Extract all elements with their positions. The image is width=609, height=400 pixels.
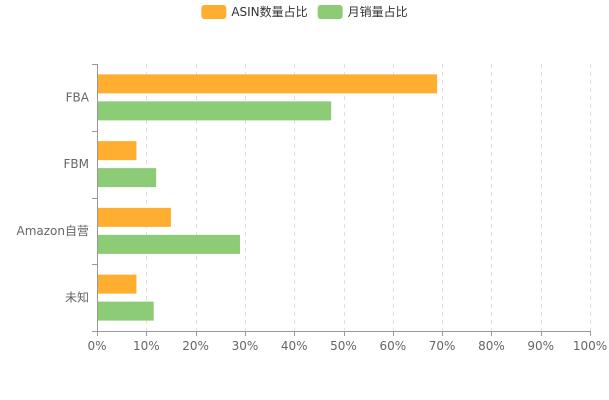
y-tick-label: FBA <box>66 90 90 104</box>
bar <box>98 141 137 161</box>
y-tick-label: FBM <box>64 157 90 171</box>
x-tick-label: 60% <box>379 339 406 353</box>
x-tick-label: 50% <box>330 339 357 353</box>
bar <box>98 168 157 188</box>
legend-label: 月销量占比 <box>348 4 408 19</box>
x-tick-label: 30% <box>232 339 259 353</box>
legend-item: ASIN数量占比 <box>201 4 308 19</box>
axes <box>92 64 591 336</box>
x-tick-label: 40% <box>281 339 308 353</box>
x-tick-label: 100% <box>573 339 607 353</box>
bars <box>98 74 438 321</box>
x-axis-labels: 0% 10% 20% 30% 40% 50% 60% 70% 80% 90% 100% <box>87 339 607 353</box>
x-tick-label: 0% <box>87 339 106 353</box>
x-tick-label: 10% <box>133 339 160 353</box>
bar <box>98 301 154 321</box>
legend: ASIN数量占比 月销量占比 <box>201 4 408 19</box>
bar <box>98 274 137 294</box>
x-tick-label: 90% <box>527 339 554 353</box>
bar <box>98 74 438 94</box>
x-tick-label: 80% <box>478 339 505 353</box>
bar <box>98 207 171 227</box>
x-tick-label: 20% <box>182 339 209 353</box>
legend-label: ASIN数量占比 <box>231 4 307 19</box>
legend-item: 月销量占比 <box>317 4 408 19</box>
legend-swatch <box>201 5 227 19</box>
y-tick-label: Amazon自营 <box>17 224 90 238</box>
bar <box>98 234 240 254</box>
bar <box>98 101 332 121</box>
x-tick-label: 70% <box>429 339 456 353</box>
legend-swatch <box>317 5 343 19</box>
y-tick-label: 未知 <box>65 291 89 305</box>
